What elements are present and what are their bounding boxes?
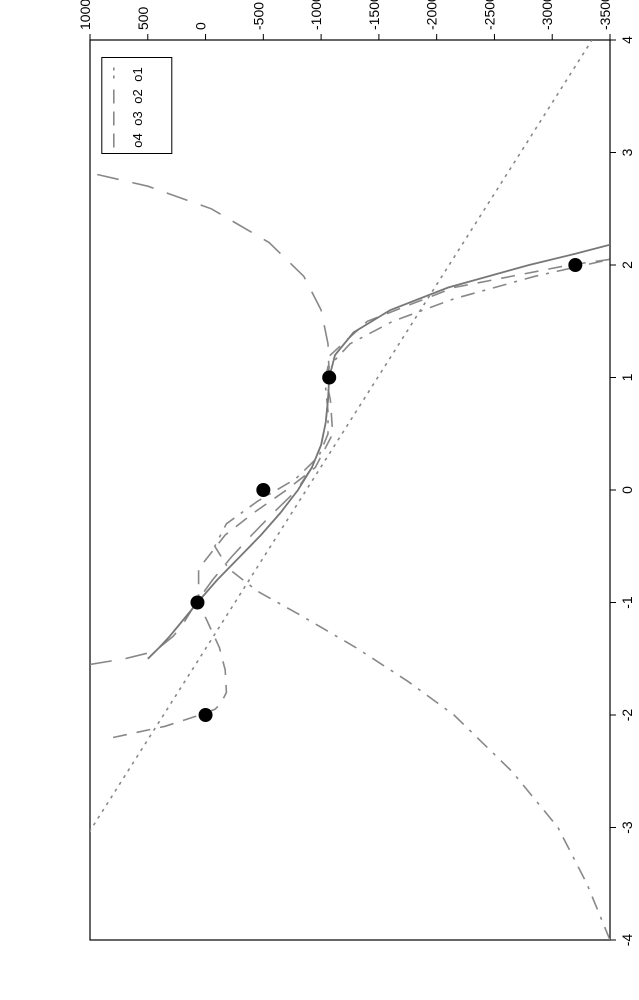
y-tick-label: 1000 xyxy=(77,0,93,30)
data-point xyxy=(568,258,582,272)
x-tick-label: -1 xyxy=(619,596,635,609)
x-tick-label: 3 xyxy=(619,148,635,156)
y-tick-label: -2000 xyxy=(424,0,440,30)
x-tick-label: 1 xyxy=(619,373,635,381)
data-point xyxy=(322,371,336,385)
y-tick-label: -1500 xyxy=(366,0,382,30)
data-point xyxy=(256,483,270,497)
x-tick-label: 4 xyxy=(619,36,635,44)
polynomial-fit-chart: -3500-3000-2500-2000-1500-1000-500050010… xyxy=(0,0,639,1000)
y-tick-label: 500 xyxy=(135,6,151,30)
y-tick-label: 0 xyxy=(193,22,209,30)
x-tick-label: -4 xyxy=(619,934,635,947)
y-tick-label: -1000 xyxy=(308,0,324,30)
legend-label: o3 xyxy=(130,111,145,125)
x-tick-label: -3 xyxy=(619,821,635,834)
chart-container: -3500-3000-2500-2000-1500-1000-500050010… xyxy=(0,0,639,1000)
legend-label: o4 xyxy=(130,133,145,147)
x-tick-label: 2 xyxy=(619,261,635,269)
y-tick-label: -500 xyxy=(250,2,266,30)
y-tick-label: -2500 xyxy=(481,0,497,30)
data-point xyxy=(199,708,213,722)
x-tick-label: 0 xyxy=(619,486,635,494)
legend-label: o2 xyxy=(130,89,145,103)
data-point xyxy=(190,596,204,610)
legend-label: o1 xyxy=(130,67,145,81)
y-tick-label: -3500 xyxy=(597,0,613,30)
x-tick-label: -2 xyxy=(619,709,635,722)
y-tick-label: -3000 xyxy=(539,0,555,30)
